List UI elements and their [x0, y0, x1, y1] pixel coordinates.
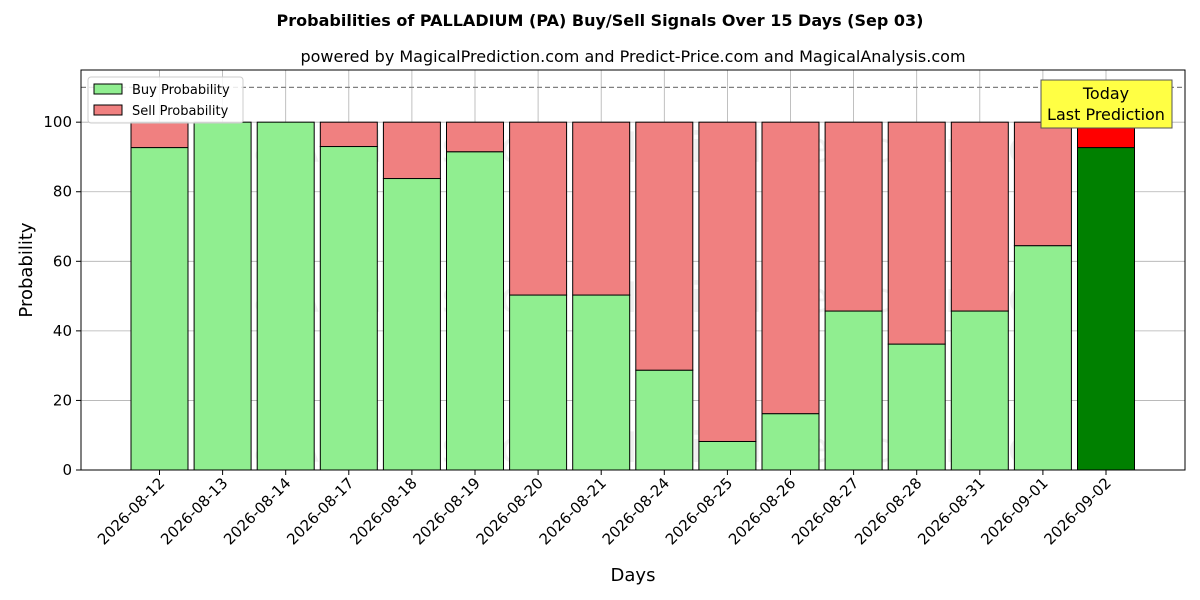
- y-tick-label: 60: [53, 252, 72, 270]
- y-tick-label: 80: [53, 183, 72, 201]
- plot-frame: [80, 69, 1186, 471]
- sell-bar: [130, 121, 189, 149]
- legend-label: Sell Probability: [132, 104, 229, 119]
- legend-label: Buy Probability: [132, 83, 230, 98]
- buy-bar: [824, 310, 883, 471]
- y-tick-label: 0: [62, 461, 72, 479]
- x-tick-label: 2026-09-01: [977, 474, 1051, 548]
- buy-bar: [635, 369, 694, 471]
- x-tick-label: 2026-08-26: [725, 474, 799, 548]
- y-tick-label: 100: [43, 113, 72, 131]
- buy-bar: [382, 178, 441, 471]
- buy-bar: [1077, 147, 1135, 471]
- today-annotation: Today Last Prediction: [1040, 79, 1173, 129]
- x-tick-label: 2026-08-17: [283, 474, 357, 548]
- buy-bar: [446, 151, 504, 471]
- x-tick-label: 2026-09-02: [1040, 474, 1114, 548]
- bars: [130, 121, 1135, 471]
- sell-bar: [509, 121, 568, 296]
- buy-bar: [319, 146, 378, 471]
- x-axis-label: Days: [611, 565, 656, 586]
- buy-bar: [193, 121, 252, 471]
- sell-bar: [572, 121, 631, 296]
- buy-bar: [256, 121, 315, 471]
- y-tick-label: 40: [53, 322, 72, 340]
- legend-box: [87, 76, 244, 124]
- x-tick-label: 2026-08-20: [473, 474, 547, 548]
- x-tick-label: 2026-08-28: [851, 474, 925, 548]
- y-tick-label: 20: [53, 391, 72, 409]
- legend-swatch: [93, 83, 123, 95]
- x-tick-label: 2026-08-14: [220, 474, 294, 548]
- buy-bar: [130, 147, 189, 471]
- buy-bar: [509, 294, 568, 471]
- sell-bar: [319, 121, 378, 148]
- x-tick-label: 2026-08-12: [94, 474, 168, 548]
- x-tick-label: 2026-08-25: [662, 474, 736, 548]
- legend-swatch: [93, 104, 123, 116]
- sell-bar: [446, 121, 504, 153]
- buy-bar: [887, 343, 946, 471]
- annotation-text: Today: [1082, 84, 1129, 103]
- y-axis-label: Probability: [16, 222, 37, 317]
- sell-bar: [382, 121, 441, 180]
- sell-bar: [761, 121, 820, 415]
- x-tick-label: 2026-08-27: [788, 474, 862, 548]
- chart-subtitle: powered by MagicalPrediction.com and Pre…: [300, 47, 965, 66]
- buy-bar: [572, 294, 631, 471]
- sell-bar: [698, 121, 757, 442]
- sell-bar: [824, 121, 883, 312]
- x-tick-label: 2026-08-18: [346, 474, 420, 548]
- x-tick-label: 2026-08-31: [914, 474, 988, 548]
- annotation-text: Last Prediction: [1047, 105, 1165, 124]
- x-tick-label: 2026-08-24: [599, 474, 673, 548]
- sell-bar: [635, 121, 694, 371]
- buy-bar: [950, 310, 1009, 471]
- buy-bar: [698, 440, 757, 471]
- x-tick-label: 2026-08-13: [157, 474, 231, 548]
- x-tick-label: 2026-08-19: [409, 474, 483, 548]
- legend: Buy Probability Sell Probability: [87, 76, 244, 124]
- x-tick-label: 2026-08-21: [536, 474, 610, 548]
- buy-bar: [761, 413, 820, 471]
- chart-title: Probabilities of PALLADIUM (PA) Buy/Sell…: [277, 11, 924, 30]
- sell-bar: [1013, 121, 1072, 247]
- sell-bar: [950, 121, 1009, 312]
- annotation-box: [1040, 79, 1173, 129]
- buy-bar: [1013, 245, 1072, 471]
- sell-bar: [887, 121, 946, 345]
